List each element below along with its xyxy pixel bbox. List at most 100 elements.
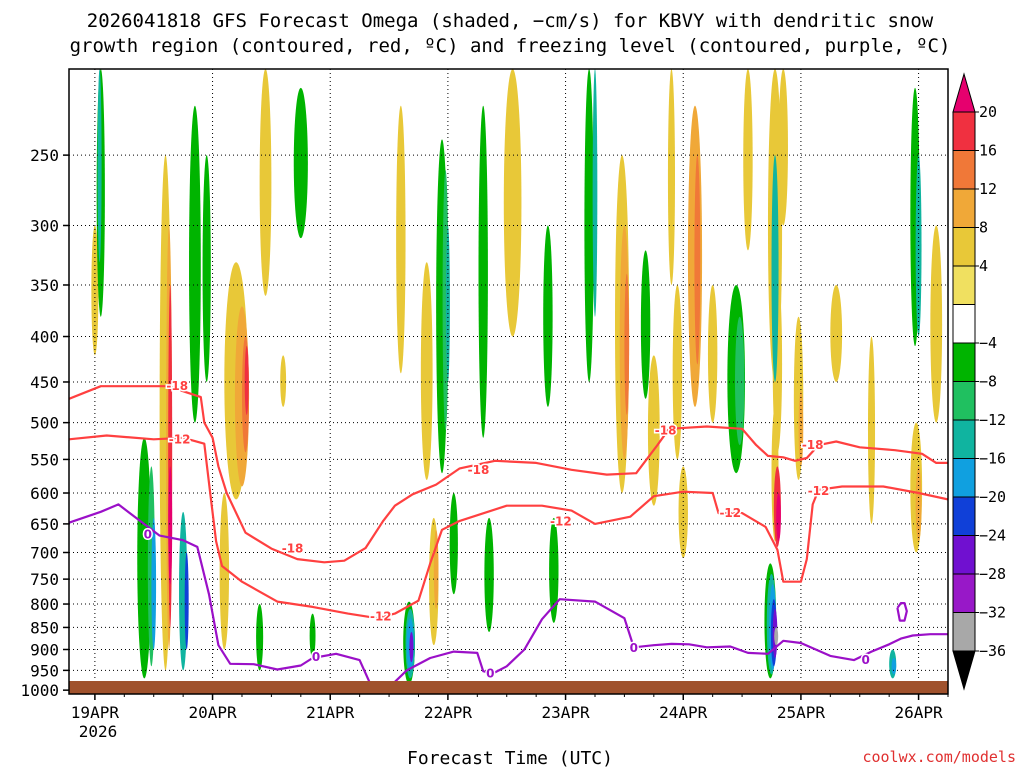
omega-patch bbox=[771, 155, 779, 382]
contour-label-freezing: 0 bbox=[144, 527, 152, 541]
x-tick-label: 25APR bbox=[777, 703, 826, 722]
omega-patch bbox=[503, 69, 522, 337]
omega-patch bbox=[694, 155, 701, 365]
colorbar-label: 20 bbox=[979, 103, 997, 121]
colorbar-segment bbox=[952, 111, 976, 151]
y-tick-label: 300 bbox=[30, 216, 59, 235]
y-tick-label: 950 bbox=[30, 661, 59, 680]
colorbar-segment bbox=[952, 573, 976, 613]
contours bbox=[69, 385, 948, 689]
contour-label-freezing: 0 bbox=[630, 641, 638, 655]
contour-dgz_minus12 bbox=[69, 434, 948, 620]
y-tick-label: 850 bbox=[30, 618, 59, 637]
omega-patch bbox=[798, 390, 804, 467]
omega-patch bbox=[280, 355, 287, 407]
contour-label-dgz: -12 bbox=[169, 432, 191, 446]
contour-label-dgz: -18 bbox=[166, 379, 188, 393]
omega-patch bbox=[293, 87, 308, 239]
x-axis-title: Forecast Time (UTC) bbox=[407, 748, 613, 768]
omega-patch bbox=[672, 284, 683, 460]
omega-patch bbox=[678, 466, 688, 558]
colorbar-segment bbox=[952, 227, 976, 267]
omega-shading bbox=[91, 69, 943, 685]
omega-patch bbox=[647, 355, 660, 506]
colorbar-top-arrow bbox=[952, 72, 976, 113]
omega-patch bbox=[543, 225, 553, 407]
omega-patch bbox=[259, 69, 272, 296]
contour-label-dgz: -18 bbox=[468, 463, 490, 477]
omega-patch bbox=[168, 466, 173, 585]
colorbar-segment bbox=[952, 304, 976, 344]
omega-patch bbox=[309, 613, 316, 658]
omega-patch bbox=[930, 225, 943, 423]
colorbar-segment bbox=[952, 612, 976, 652]
y-tick-label: 1000 bbox=[20, 681, 59, 700]
colorbar: 20 16 12 8 4 −4 −8 −12 −16 −20 −24 −28 −32 −36 bbox=[952, 72, 1006, 691]
omega-patch bbox=[244, 346, 249, 415]
contour-labels: -18 -12 -18 -12 -18 -12 -18 -12 -18 -12 0 0 0 0 0 bbox=[142, 378, 871, 682]
colorbar-segment bbox=[952, 265, 976, 305]
y-tick-label: 450 bbox=[30, 373, 59, 392]
y-tick-label: 600 bbox=[30, 484, 59, 503]
y-tick-label: 250 bbox=[30, 146, 59, 165]
colorbar-label: 8 bbox=[979, 219, 988, 237]
ground-surface bbox=[69, 681, 948, 694]
omega-patch bbox=[409, 631, 414, 663]
colorbar-segment bbox=[952, 535, 976, 575]
contour-label-dgz: -12 bbox=[370, 609, 392, 623]
omega-patch bbox=[735, 316, 745, 446]
omega-patch bbox=[774, 627, 779, 646]
colorbar-label: −24 bbox=[979, 527, 1006, 545]
plot-area: -18 -12 -18 -12 -18 -12 -18 -12 -18 -12 0 0 0 0 0 bbox=[68, 68, 949, 695]
y-tick-label: 500 bbox=[30, 414, 59, 433]
omega-patch bbox=[449, 493, 458, 595]
omega-patch bbox=[776, 493, 781, 542]
y-tick-label: 750 bbox=[30, 570, 59, 589]
x-tick-label: 26APR bbox=[894, 703, 943, 722]
colorbar-label: −4 bbox=[979, 334, 997, 352]
colorbar-label: −12 bbox=[979, 411, 1006, 429]
x-tick-label: 21APR bbox=[306, 703, 355, 722]
omega-patch bbox=[484, 517, 494, 632]
omega-patch bbox=[915, 466, 922, 542]
omega-patch bbox=[202, 155, 211, 382]
contour-label-dgz: -12 bbox=[550, 515, 572, 529]
omega-patch bbox=[640, 250, 651, 399]
x-tick-label: 24APR bbox=[659, 703, 708, 722]
omega-patch bbox=[891, 657, 897, 675]
contour-label-dgz: -12 bbox=[808, 484, 830, 498]
colorbar-segment bbox=[952, 150, 976, 190]
colorbar-segment bbox=[952, 381, 976, 421]
x-tick-label: 19APR bbox=[71, 703, 120, 722]
omega-patch bbox=[189, 105, 201, 423]
omega-patch bbox=[184, 552, 189, 650]
chart-title-line-1: 2026041818 GFS Forecast Omega (shaded, −… bbox=[87, 10, 934, 32]
contour-label-freezing: 0 bbox=[312, 650, 320, 664]
colorbar-segment bbox=[952, 342, 976, 382]
omega-patch bbox=[667, 69, 676, 285]
x-axis: 19APR 20APR 21APR 22APR 23APR 24APR 25APR 26APR bbox=[71, 694, 949, 722]
omega-patch bbox=[151, 517, 157, 650]
y-tick-label: 800 bbox=[30, 595, 59, 614]
omega-patch bbox=[830, 284, 843, 382]
omega-patch bbox=[396, 105, 406, 374]
omega-patch bbox=[549, 517, 559, 623]
omega-patch bbox=[867, 336, 876, 524]
contour-label-dgz: -18 bbox=[802, 438, 824, 452]
colorbar-label: −32 bbox=[979, 604, 1006, 622]
omega-patch bbox=[137, 437, 152, 679]
y-tick-label: 550 bbox=[30, 450, 59, 469]
colorbar-label: 16 bbox=[979, 142, 997, 160]
chart-title-line-2: growth region (contoured, red, ºC) and f… bbox=[70, 35, 951, 57]
contour-freezing_0 bbox=[69, 503, 948, 689]
x-tick-label: 23APR bbox=[541, 703, 590, 722]
omega-patch bbox=[445, 225, 450, 382]
contour-label-dgz: -18 bbox=[655, 423, 677, 437]
omega-patch bbox=[97, 69, 102, 263]
site-credit[interactable]: coolwx.com/models bbox=[862, 748, 1016, 766]
contour-label-dgz: -12 bbox=[719, 506, 741, 520]
x-tick-label: 22APR bbox=[424, 703, 473, 722]
colorbar-segment bbox=[952, 188, 976, 228]
omega-patch bbox=[256, 604, 264, 671]
y-tick-label: 900 bbox=[30, 640, 59, 659]
